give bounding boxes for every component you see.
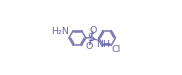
Text: Cl: Cl: [112, 45, 121, 54]
Text: O: O: [85, 42, 92, 51]
Text: S: S: [88, 33, 95, 43]
Text: O: O: [90, 26, 97, 35]
Text: H₂N: H₂N: [51, 27, 69, 36]
Text: NH: NH: [97, 40, 111, 50]
